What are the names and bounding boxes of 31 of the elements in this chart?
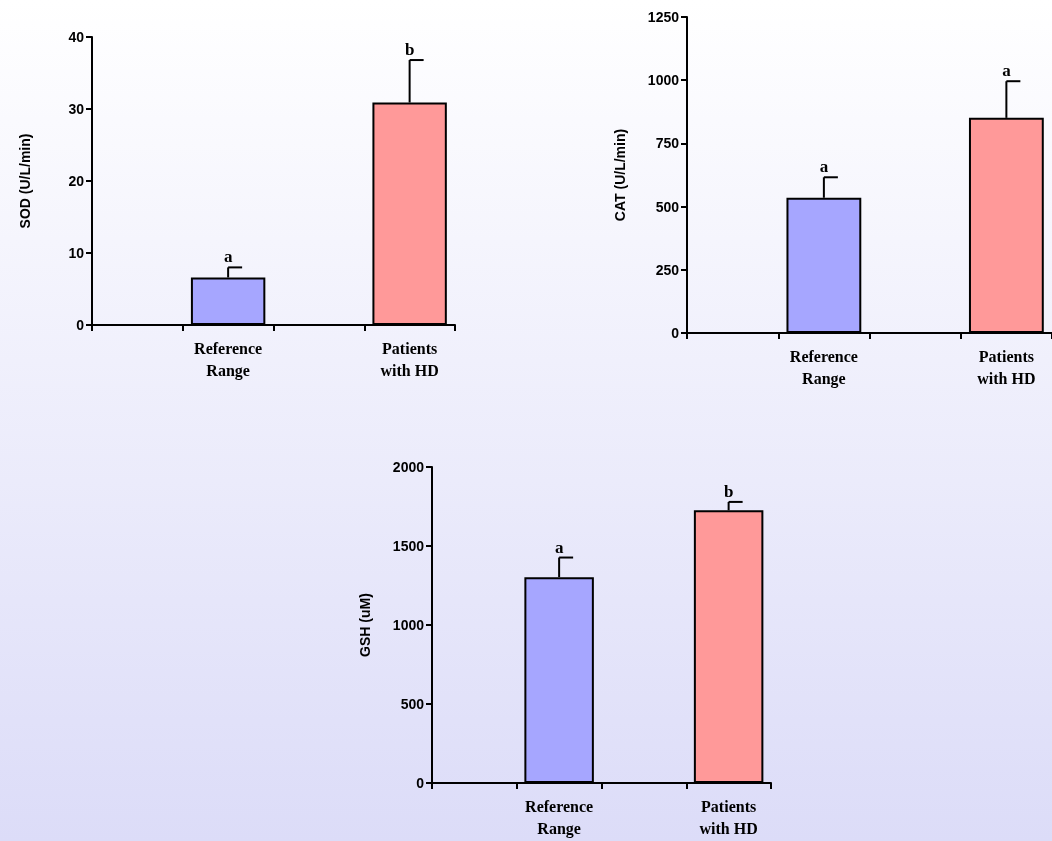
y-tick-label: 1000: [647, 72, 680, 89]
y-tick-label: 30: [68, 101, 85, 117]
y-tick-label: 500: [655, 198, 680, 215]
annotation: b: [723, 481, 734, 501]
annotation: a: [554, 537, 564, 557]
annotation: a: [1002, 61, 1012, 81]
x-tick-label: Reference Range: [789, 347, 858, 388]
y-axis-title: CAT (U/L/min): [612, 128, 628, 222]
x-tick-label: Reference Range: [194, 339, 263, 380]
y-tick-label: 20: [68, 173, 85, 189]
y-tick-label: 10: [68, 245, 85, 261]
annotation: a: [819, 157, 829, 177]
y-axis-title: SOD (U/L/min): [17, 133, 33, 229]
y-tick-label: 1500: [392, 538, 425, 554]
y-tick-label: 1000: [392, 617, 425, 633]
annotation: a: [223, 247, 233, 267]
y-tick-label: 40: [68, 29, 85, 45]
y-tick-label: 250: [655, 261, 680, 278]
y-axis-title: GSH (uM): [357, 593, 373, 657]
annotation: b: [404, 40, 415, 60]
x-tick-label: Reference Range: [525, 797, 594, 838]
y-tick-label: 750: [655, 135, 680, 152]
y-tick-label: 0: [76, 317, 85, 333]
y-tick-label: 0: [671, 325, 680, 341]
x-tick-label: Patients with HD: [380, 339, 439, 379]
y-tick-label: 0: [416, 775, 425, 791]
y-tick-label: 1250: [647, 9, 680, 25]
x-tick-label: Patients with HD: [699, 797, 758, 837]
y-tick-label: 500: [400, 696, 425, 712]
y-tick-label: 2000: [392, 459, 425, 475]
x-tick-label: Patients with HD: [977, 347, 1036, 387]
